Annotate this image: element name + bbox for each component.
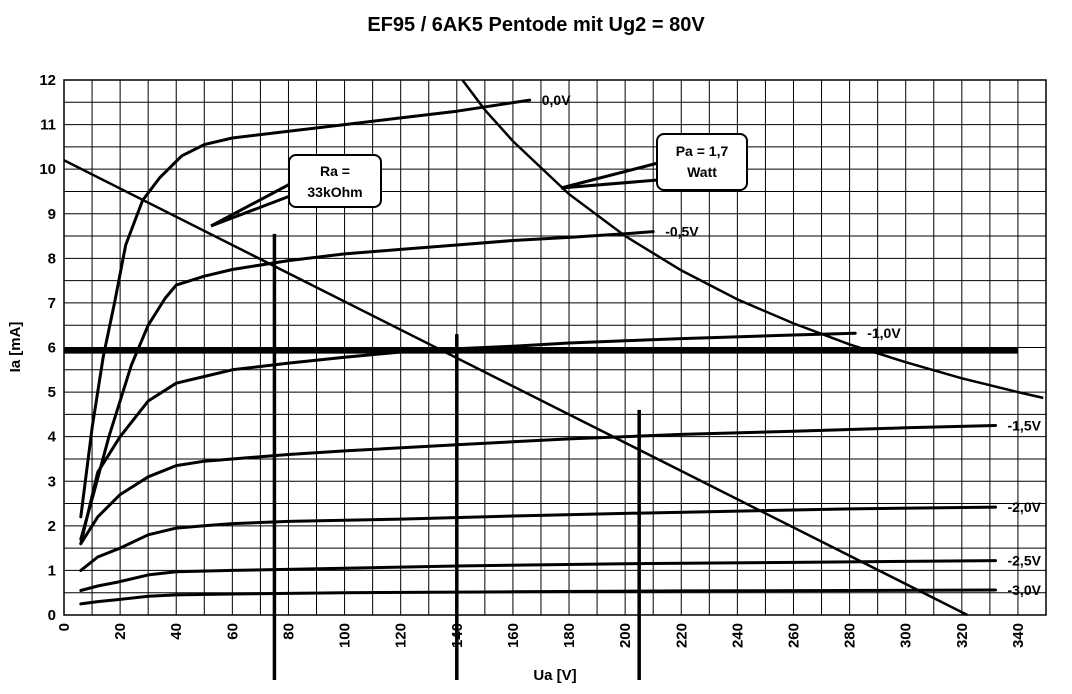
series-label-1: -0,5V bbox=[665, 224, 699, 240]
x-tick-label: 0 bbox=[56, 623, 73, 631]
pa-callout-pointer-2 bbox=[560, 178, 659, 190]
pa-callout-line1: Pa = 1,7 bbox=[676, 143, 729, 159]
x-tick-label: 160 bbox=[505, 623, 522, 648]
x-tick-label: 200 bbox=[617, 623, 634, 648]
ra-callout-box bbox=[288, 154, 382, 208]
series-group: 0,0V -0,5V -1,0V -1,5V -2,0V -2,5V -3,0V bbox=[79, 92, 1042, 606]
x-tick-label: 140 bbox=[449, 623, 466, 648]
y-axis-label: Ia [mA] bbox=[7, 322, 24, 373]
series-line-2 bbox=[79, 331, 857, 546]
x-axis-label: Ua [V] bbox=[533, 667, 576, 684]
x-tick-label: 60 bbox=[224, 623, 241, 640]
series-line-0 bbox=[79, 98, 532, 519]
x-tick-label: 180 bbox=[561, 623, 578, 648]
y-tick-label: 1 bbox=[48, 562, 56, 579]
y-tick-label: 7 bbox=[48, 295, 56, 312]
series-label-0: 0,0V bbox=[542, 92, 571, 108]
x-tick-label: 340 bbox=[1010, 623, 1027, 648]
pa-callout-pointer bbox=[560, 161, 659, 190]
y-tick-label: 2 bbox=[48, 518, 56, 535]
pa-callout-box bbox=[656, 133, 748, 191]
load-line bbox=[63, 159, 968, 617]
series-line-3 bbox=[79, 424, 997, 546]
y-tick-label: 5 bbox=[48, 384, 56, 401]
series-label-4: -2,0V bbox=[1007, 499, 1041, 515]
ra-callout-pointer-2 bbox=[210, 194, 291, 228]
chart-title: EF95 / 6AK5 Pentode mit Ug2 = 80V bbox=[367, 14, 705, 36]
x-tick-label: 260 bbox=[785, 623, 802, 648]
x-tick-label: 20 bbox=[112, 623, 129, 640]
plot-frame bbox=[63, 79, 1047, 616]
x-tick-label: 280 bbox=[842, 623, 859, 648]
series-label-6: -3,0V bbox=[1007, 582, 1041, 598]
callouts-group: Ra = 33kOhm Pa = 1,7 Watt bbox=[210, 133, 748, 228]
series-line-1 bbox=[79, 230, 655, 541]
power-hyperbola-group bbox=[461, 79, 1044, 400]
x-tick-label: 80 bbox=[280, 623, 297, 640]
load-line-group bbox=[63, 159, 968, 617]
series-line-6 bbox=[79, 588, 997, 606]
ra-callout-pointer bbox=[210, 182, 291, 228]
pa-callout-line2: Watt bbox=[687, 164, 717, 180]
y-tick-label: 8 bbox=[48, 250, 56, 267]
y-tick-label: 6 bbox=[48, 340, 56, 357]
x-tick-label: 240 bbox=[729, 623, 746, 648]
grid bbox=[63, 79, 1047, 616]
x-tick-label: 320 bbox=[954, 623, 971, 648]
series-line-5 bbox=[79, 559, 997, 592]
power-hyperbola bbox=[461, 79, 1044, 400]
x-tick-label: 300 bbox=[898, 623, 915, 648]
y-tick-label: 11 bbox=[40, 117, 56, 134]
ra-callout-line1: Ra = bbox=[320, 163, 350, 179]
y-tick-label: 10 bbox=[39, 161, 56, 178]
series-line-4 bbox=[79, 505, 997, 572]
series-label-3: -1,5V bbox=[1007, 418, 1041, 434]
ra-callout-line2: 33kOhm bbox=[307, 184, 362, 200]
x-tick-label: 220 bbox=[673, 623, 690, 648]
marker-lines-group bbox=[64, 233, 1018, 680]
series-label-5: -2,5V bbox=[1007, 553, 1041, 569]
series-label-2: -1,0V bbox=[867, 325, 901, 341]
x-tick-label: 40 bbox=[168, 623, 185, 640]
y-tick-label: 0 bbox=[48, 607, 56, 624]
y-tick-label: 12 bbox=[39, 72, 56, 89]
x-tick-label: 100 bbox=[337, 623, 354, 648]
y-tick-label: 9 bbox=[48, 206, 56, 223]
x-tick-label: 120 bbox=[393, 623, 410, 648]
y-tick-label: 3 bbox=[48, 473, 56, 490]
y-tick-label: 4 bbox=[48, 429, 57, 446]
